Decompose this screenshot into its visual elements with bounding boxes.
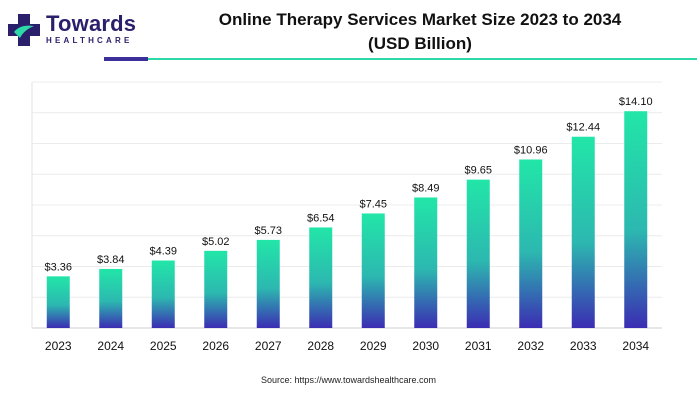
bar-2025 — [151, 260, 175, 328]
bar-2029 — [361, 213, 385, 328]
chart-title: Online Therapy Services Market Size 2023… — [160, 8, 680, 56]
data-label-2034: $14.10 — [619, 96, 653, 108]
data-label-2030: $8.49 — [412, 182, 440, 194]
x-tick-label-2026: 2026 — [202, 339, 229, 353]
data-label-2025: $4.39 — [149, 246, 177, 258]
bar-2028 — [309, 227, 333, 328]
data-label-2028: $6.54 — [307, 212, 335, 224]
brand-name: Towards — [46, 11, 137, 36]
gridlines — [31, 81, 662, 329]
brand-logo: Towards HEALTHCARE — [6, 8, 146, 52]
bar-2033 — [571, 136, 595, 328]
bar-chart: $3.36 $3.84 $4.39 $5.02 $5.73 $6.54 $7.45 $8.49… — [31, 81, 662, 353]
data-label-2026: $5.02 — [202, 236, 230, 248]
bar-2026 — [204, 250, 228, 328]
data-labels: $3.36 $3.84 $4.39 $5.02 $5.73 $6.54 $7.45 $8.49… — [44, 96, 652, 273]
bars — [46, 111, 648, 329]
bar-2032 — [519, 159, 543, 328]
source-note: Source: https://www.towardshealthcare.co… — [260, 375, 437, 385]
chart-title-line2: (USD Billion) — [368, 34, 472, 53]
header-divider-accent — [104, 57, 148, 61]
data-label-2029: $7.45 — [359, 198, 387, 210]
bar-2030 — [414, 197, 438, 328]
x-tick-label-2027: 2027 — [255, 339, 282, 353]
x-tick-label-2030: 2030 — [412, 339, 439, 353]
cross-logo-icon — [8, 14, 40, 46]
x-tick-label-2024: 2024 — [97, 339, 124, 353]
x-axis-ticks: 2023 2024 2025 2026 2027 2028 2029 2030 2031 2032… — [45, 339, 650, 353]
x-tick-label-2032: 2032 — [517, 339, 544, 353]
x-tick-label-2025: 2025 — [150, 339, 177, 353]
data-label-2024: $3.84 — [97, 254, 125, 266]
data-label-2031: $9.65 — [464, 165, 492, 177]
header-divider — [148, 58, 697, 60]
x-tick-label-2028: 2028 — [307, 339, 334, 353]
bar-2034 — [624, 111, 648, 329]
data-label-2033: $12.44 — [566, 122, 600, 134]
bar-2027 — [256, 239, 280, 328]
data-label-2032: $10.96 — [514, 144, 548, 156]
brand-tagline: HEALTHCARE — [46, 36, 133, 45]
x-tick-label-2033: 2033 — [570, 339, 597, 353]
data-label-2027: $5.73 — [254, 225, 282, 237]
data-label-2023: $3.36 — [44, 261, 72, 273]
x-tick-label-2034: 2034 — [622, 339, 649, 353]
bar-2023 — [46, 276, 70, 328]
x-tick-label-2029: 2029 — [360, 339, 387, 353]
x-tick-label-2023: 2023 — [45, 339, 72, 353]
x-tick-label-2031: 2031 — [465, 339, 492, 353]
chart-title-line1: Online Therapy Services Market Size 2023… — [218, 10, 622, 29]
bar-2024 — [99, 268, 123, 328]
bar-2031 — [466, 179, 490, 328]
